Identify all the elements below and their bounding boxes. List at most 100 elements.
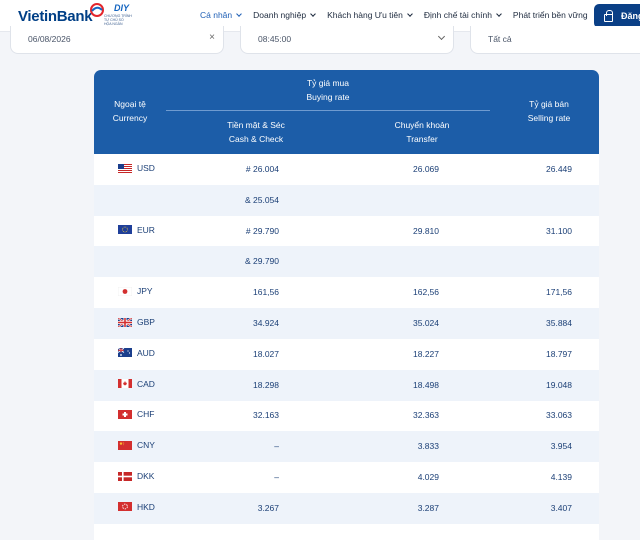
currency-cell: CNY xyxy=(118,440,155,450)
selling-header-en: Selling rate xyxy=(527,113,571,123)
nav-label: Cá nhân xyxy=(200,10,233,20)
clear-icon[interactable]: × xyxy=(209,32,215,43)
type-value: Tất cả xyxy=(488,34,512,44)
currency-cell: HKD xyxy=(118,502,155,512)
header-divider xyxy=(166,110,490,111)
currency-code: GBP xyxy=(137,317,155,327)
cash-rate-cell: 32.163 xyxy=(253,410,279,421)
gb-flag-icon xyxy=(118,317,132,327)
nav-label: Định chế tài chính xyxy=(423,10,492,20)
main-menu: Cá nhân Doanh nghiệp Khách hàng Ưu tiên … xyxy=(200,10,600,20)
currency-cell: USD xyxy=(118,163,155,173)
currency-code: DKK xyxy=(137,471,155,481)
date-filter[interactable]: 06/08/2026 × xyxy=(10,26,224,54)
chevron-down-icon xyxy=(407,10,413,17)
dk-flag-icon xyxy=(118,471,132,481)
table-header: Ngoại tệ Currency Tỷ giá mua Buying rate… xyxy=(94,70,599,154)
currency-cell: GBP xyxy=(118,317,155,327)
cash-rate-cell: # 26.004 xyxy=(245,164,279,174)
chevron-down-icon xyxy=(437,32,446,41)
chevron-down-icon xyxy=(310,10,316,17)
cash-header-en: Cash & Check xyxy=(228,134,284,144)
lock-icon xyxy=(604,9,613,22)
table-row: HKD 3.267 3.287 3.407 xyxy=(94,492,599,524)
login-label: Đăng xyxy=(621,11,640,21)
ca-flag-icon xyxy=(118,379,132,389)
transfer-rate-cell: 3.833 xyxy=(417,441,439,452)
transfer-rate-cell: 29.810 xyxy=(413,225,439,236)
transfer-rate-cell: 35.024 xyxy=(413,318,439,328)
currency-code: EUR xyxy=(137,224,155,235)
us-flag-icon xyxy=(118,163,132,173)
cash-rate-cell: 18.027 xyxy=(253,348,279,359)
transfer-header: Chuyển khoản Transfer xyxy=(362,118,482,146)
table-row: AUD 18.027 18.227 18.797 xyxy=(94,339,599,370)
table-row: CNY – 3.833 3.954 xyxy=(94,431,599,463)
vietinbank-logo[interactable]: VietinBank DIY CHƯƠNG TRÌNH TỰ CHỦ SỐ HÓ… xyxy=(18,3,132,30)
currency-code: AUD xyxy=(137,347,155,358)
transfer-rate-cell: 26.069 xyxy=(413,164,439,174)
nav-khach-hang-uu-tien[interactable]: Khách hàng Ưu tiên xyxy=(327,10,413,20)
selling-header: Tỷ giá bán Selling rate xyxy=(504,97,594,125)
transfer-rate-cell: 18.498 xyxy=(413,379,439,390)
buying-header-vi: Tỷ giá mua xyxy=(306,78,350,88)
nav-label: Phát triển bền vững xyxy=(512,10,588,20)
transfer-header-en: Transfer xyxy=(406,134,438,144)
selling-rate-cell: 3.954 xyxy=(550,441,572,452)
currency-cell: JPY xyxy=(118,286,153,296)
currency-cell: CAD xyxy=(118,379,155,389)
table-row: JPY 161,56 162,56 171,56 xyxy=(94,277,599,308)
nav-ca-nhan[interactable]: Cá nhân xyxy=(200,10,242,20)
jp-flag-icon xyxy=(118,286,132,296)
currency-code: CAD xyxy=(137,378,155,389)
brand-swirl-icon xyxy=(90,3,104,17)
cash-header-vi: Tiền mặt & Séc xyxy=(227,120,285,130)
cash-header: Tiền mặt & Séc Cash & Check xyxy=(196,118,316,146)
cash-rate-cell: – xyxy=(274,441,279,452)
table-row: DKK – 4.029 4.139 xyxy=(94,462,599,493)
buying-header-en: Buying rate xyxy=(306,92,350,102)
date-value: 06/08/2026 xyxy=(28,34,71,44)
currency-cell: AUD xyxy=(118,348,155,358)
cash-rate-cell: & 29.790 xyxy=(244,256,279,267)
time-value: 08:45:00 xyxy=(258,34,292,44)
selling-rate-cell: 31.100 xyxy=(546,225,572,236)
buying-header: Tỷ giá mua Buying rate xyxy=(166,76,490,104)
nav-label: Doanh nghiệp xyxy=(253,10,307,20)
diy-badge-title: DIY xyxy=(114,3,130,13)
table-row: CHF 32.163 32.363 33.063 xyxy=(94,400,599,431)
table-row: CAD 18.298 18.498 19.048 xyxy=(94,369,599,401)
cash-rate-cell: – xyxy=(274,472,279,482)
table-row: & 25.054 xyxy=(94,184,599,216)
nav-label: Khách hàng Ưu tiên xyxy=(327,10,403,20)
nav-phat-trien-ben-vung[interactable]: Phát triển bền vững xyxy=(513,10,588,20)
currency-code: JPY xyxy=(137,286,153,297)
selling-rate-cell: 26.449 xyxy=(546,164,572,174)
type-filter[interactable]: Tất cả xyxy=(470,26,640,54)
transfer-rate-cell: 162,56 xyxy=(413,287,439,298)
brand-name: VietinBank xyxy=(18,8,93,25)
selling-rate-cell: 33.063 xyxy=(546,410,572,421)
transfer-rate-cell: 18.227 xyxy=(413,348,439,359)
cash-rate-cell: 161,56 xyxy=(253,287,279,298)
nav-doanh-nghiep[interactable]: Doanh nghiệp xyxy=(253,10,316,20)
table-row: USD # 26.004 26.069 26.449 xyxy=(94,154,599,185)
selling-rate-cell: 171,56 xyxy=(546,287,572,298)
selling-rate-cell: 19.048 xyxy=(546,379,572,390)
transfer-rate-cell: 32.363 xyxy=(413,410,439,421)
selling-header-vi: Tỷ giá bán xyxy=(529,99,569,109)
currency-code: USD xyxy=(137,163,155,173)
nav-dinh-che-tai-chinh[interactable]: Định chế tài chính xyxy=(423,10,502,20)
cash-rate-cell: # 29.790 xyxy=(245,225,279,236)
exchange-rate-table: Ngoại tệ Currency Tỷ giá mua Buying rate… xyxy=(94,70,599,540)
cash-rate-cell: 34.924 xyxy=(253,318,279,328)
selling-rate-cell: 3.407 xyxy=(550,502,572,513)
cash-rate-cell: 3.267 xyxy=(257,502,279,513)
login-button[interactable]: Đăng xyxy=(594,4,640,28)
cash-rate-cell: 18.298 xyxy=(253,379,279,390)
chevron-down-icon xyxy=(236,10,242,17)
currency-cell: DKK xyxy=(118,471,154,481)
currency-header-en: Currency xyxy=(112,113,148,123)
hk-flag-icon xyxy=(118,502,132,512)
time-filter[interactable]: 08:45:00 xyxy=(240,26,454,54)
